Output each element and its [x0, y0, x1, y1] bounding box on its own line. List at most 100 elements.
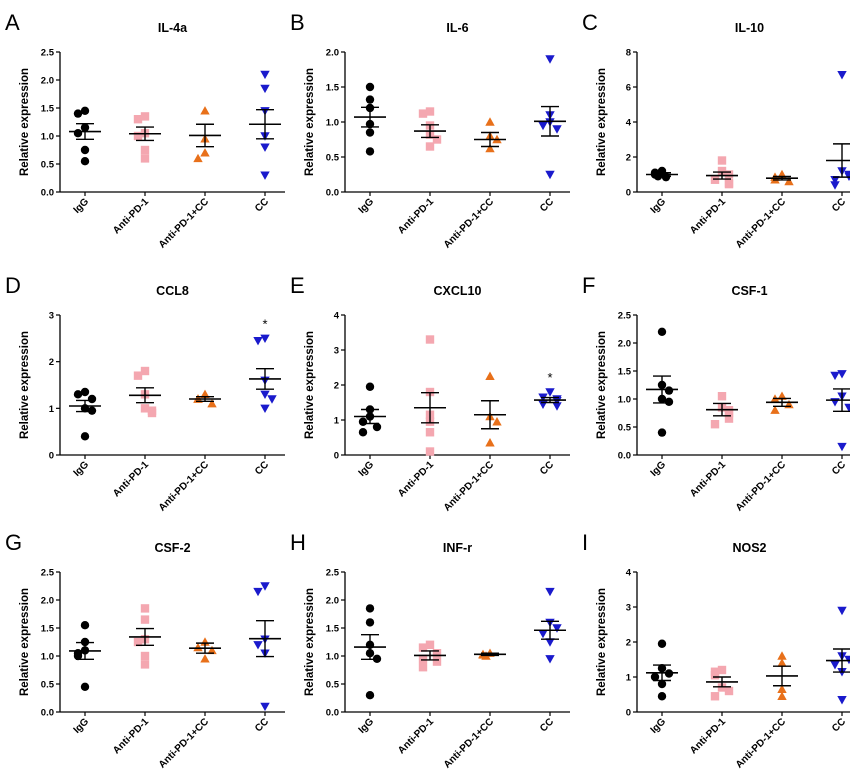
data-point [133, 131, 143, 141]
x-tick-label: CC [830, 196, 848, 214]
data-point [87, 394, 97, 404]
y-tick-label: 2 [626, 638, 631, 649]
data-point [260, 70, 270, 80]
data-point [552, 402, 562, 411]
data-point [260, 390, 270, 400]
y-tick-label: 0.0 [41, 188, 54, 199]
panel-label: I [582, 530, 588, 555]
panel-h: H INF-r Relative expression 0.0 0.5 1.0 1.5 2.0… [290, 530, 570, 771]
data-point [538, 629, 548, 639]
y-axis-label: Relative expression [19, 68, 31, 176]
data-point [717, 392, 727, 401]
data-point [193, 153, 203, 163]
data-point [777, 684, 787, 693]
data-point [365, 82, 375, 92]
y-tick-label: 8 [626, 48, 631, 59]
panel-i: I NOS2 Relative expression 0 1 2 3 4 IgG Anti-PD-… [582, 530, 850, 771]
x-tick-label: CC [253, 196, 271, 214]
data-point [657, 639, 667, 648]
x-tick-label: CC [538, 716, 556, 734]
data-point [552, 125, 562, 134]
data-point [485, 371, 495, 380]
data-point [140, 366, 150, 376]
y-axis-label: Relative expression [304, 68, 316, 176]
data-point [710, 692, 720, 701]
y-tick-label: 0.5 [618, 423, 632, 434]
y-tick-label: 1.5 [326, 83, 340, 94]
panel-c: C IL-10 Relative expression 0 2 4 6 8 IgG Anti-PD… [582, 10, 850, 251]
data-point [837, 606, 847, 616]
data-point [253, 641, 263, 650]
data-point [80, 432, 90, 441]
data-point [140, 604, 150, 613]
x-tick-label: CC [538, 459, 556, 477]
panel-label: H [290, 530, 306, 555]
data-point [485, 117, 495, 126]
y-tick-label: 1.0 [326, 652, 339, 663]
data-point [552, 397, 562, 406]
y-tick-label: 2.5 [326, 568, 340, 579]
x-tick-label: CC [253, 459, 271, 477]
y-tick-label: 1 [626, 673, 632, 684]
x-tick-label: IgG [649, 196, 669, 216]
x-tick-label: Anti-PD-1+CC [442, 459, 496, 513]
panel-title: IL-10 [735, 21, 764, 35]
y-axis-label: Relative expression [596, 68, 608, 176]
x-tick-label: IgG [357, 459, 377, 479]
data-point [777, 691, 787, 700]
y-tick-label: 0.5 [41, 680, 55, 691]
significance-marker: * [262, 316, 267, 331]
y-tick-label: 2.0 [41, 76, 54, 87]
x-tick-label: Anti-PD-1 [111, 459, 151, 499]
y-tick-label: 2.0 [41, 596, 54, 607]
data-point [784, 176, 794, 186]
x-tick-label: CC [253, 716, 271, 734]
x-tick-label: Anti-PD-1+CC [157, 196, 211, 250]
data-point [717, 156, 727, 165]
data-point [545, 638, 555, 647]
data-point [260, 702, 270, 712]
y-tick-label: 1.5 [618, 367, 632, 378]
x-tick-label: Anti-PD-1 [396, 196, 436, 236]
data-point [365, 604, 375, 613]
panel-d: D CCL8 Relative expression 0 1 2 3 IgG Anti-PD-1… [5, 273, 285, 514]
data-point [657, 428, 667, 437]
data-point [140, 615, 150, 624]
data-point [830, 661, 840, 670]
y-tick-label: 0 [626, 188, 631, 199]
data-point [253, 336, 263, 346]
data-point [260, 582, 270, 591]
x-tick-label: Anti-PD-1 [688, 196, 728, 236]
data-point [724, 686, 734, 696]
y-tick-label: 1.0 [41, 652, 54, 663]
data-point [425, 142, 435, 151]
data-point [200, 106, 210, 115]
data-point [657, 327, 667, 336]
x-tick-label: Anti-PD-1+CC [734, 716, 788, 770]
data-point [80, 621, 90, 630]
x-tick-label: Anti-PD-1+CC [442, 196, 496, 250]
data-point [664, 386, 674, 395]
panel-label: C [582, 10, 598, 35]
data-point [140, 660, 150, 669]
x-tick-label: IgG [72, 196, 92, 216]
data-point [365, 382, 375, 391]
data-point [724, 414, 734, 423]
data-point [432, 135, 442, 144]
y-tick-label: 0.0 [326, 188, 339, 199]
panel-title: CCL8 [156, 284, 189, 298]
data-point [837, 71, 847, 80]
y-tick-label: 4 [626, 568, 632, 579]
y-tick-label: 2.5 [618, 311, 632, 322]
x-tick-label: Anti-PD-1 [396, 459, 436, 499]
x-tick-label: IgG [357, 196, 377, 216]
panel-title: CSF-2 [154, 541, 190, 555]
panel-b: B IL-6 Relative expression 0.0 0.5 1.0 1.5 2.0 I… [290, 10, 570, 251]
x-tick-label: IgG [357, 716, 377, 736]
data-point [650, 672, 660, 682]
data-point [425, 640, 435, 649]
x-tick-label: IgG [649, 716, 669, 736]
data-point [425, 428, 435, 437]
y-tick-label: 0.0 [41, 708, 54, 719]
